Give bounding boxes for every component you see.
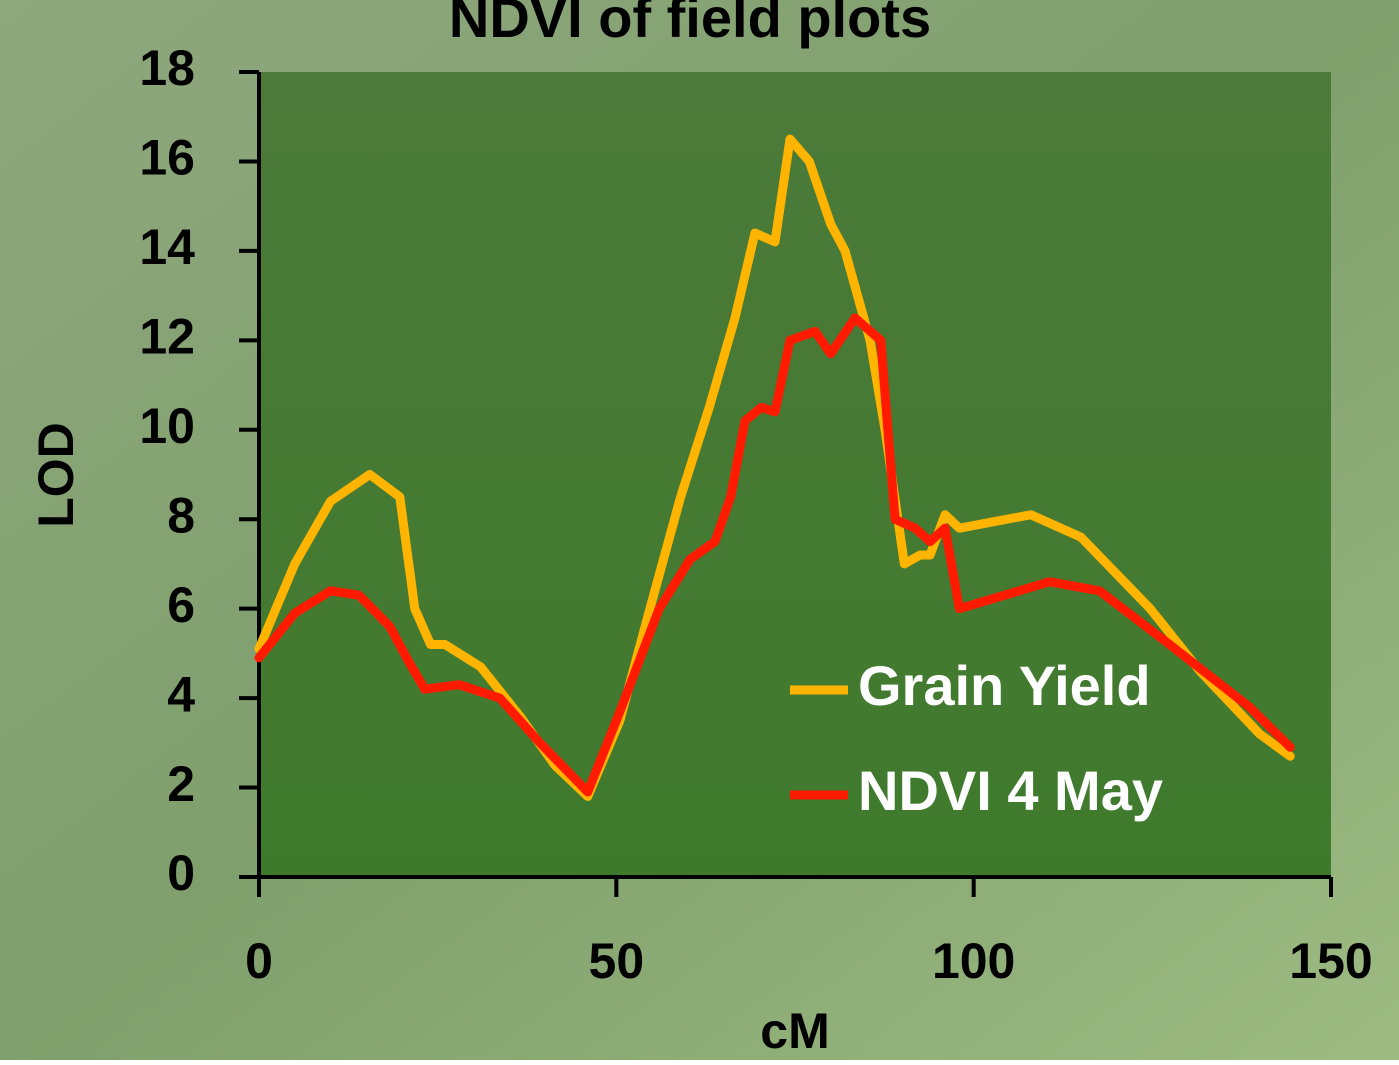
y-tick-label: 12 — [139, 309, 195, 365]
y-tick-label: 0 — [167, 845, 195, 901]
y-tick-label: 8 — [167, 487, 195, 543]
y-tick-label: 14 — [139, 219, 195, 275]
legend-label: NDVI 4 May — [858, 759, 1163, 822]
x-tick-label: 0 — [245, 933, 273, 989]
series-line — [254, 313, 1295, 797]
y-axis-title: LOD — [28, 422, 84, 528]
y-tick-label: 4 — [167, 666, 195, 722]
legend-label: Grain Yield — [858, 654, 1151, 717]
x-tick-label: 100 — [932, 933, 1015, 989]
y-tick-label: 16 — [139, 130, 195, 186]
x-tick-label: 150 — [1289, 933, 1372, 989]
x-tick-label: 50 — [589, 933, 645, 989]
x-axis-title: cM — [760, 1003, 829, 1059]
series-line — [254, 134, 1295, 801]
plot-area — [259, 72, 1331, 877]
y-tick-label: 6 — [167, 577, 195, 633]
y-tick-label: 2 — [167, 756, 195, 812]
y-tick-label: 10 — [139, 398, 195, 454]
y-tick-label: 18 — [139, 40, 195, 96]
chart-title: NDVI of field plots — [449, 0, 931, 49]
